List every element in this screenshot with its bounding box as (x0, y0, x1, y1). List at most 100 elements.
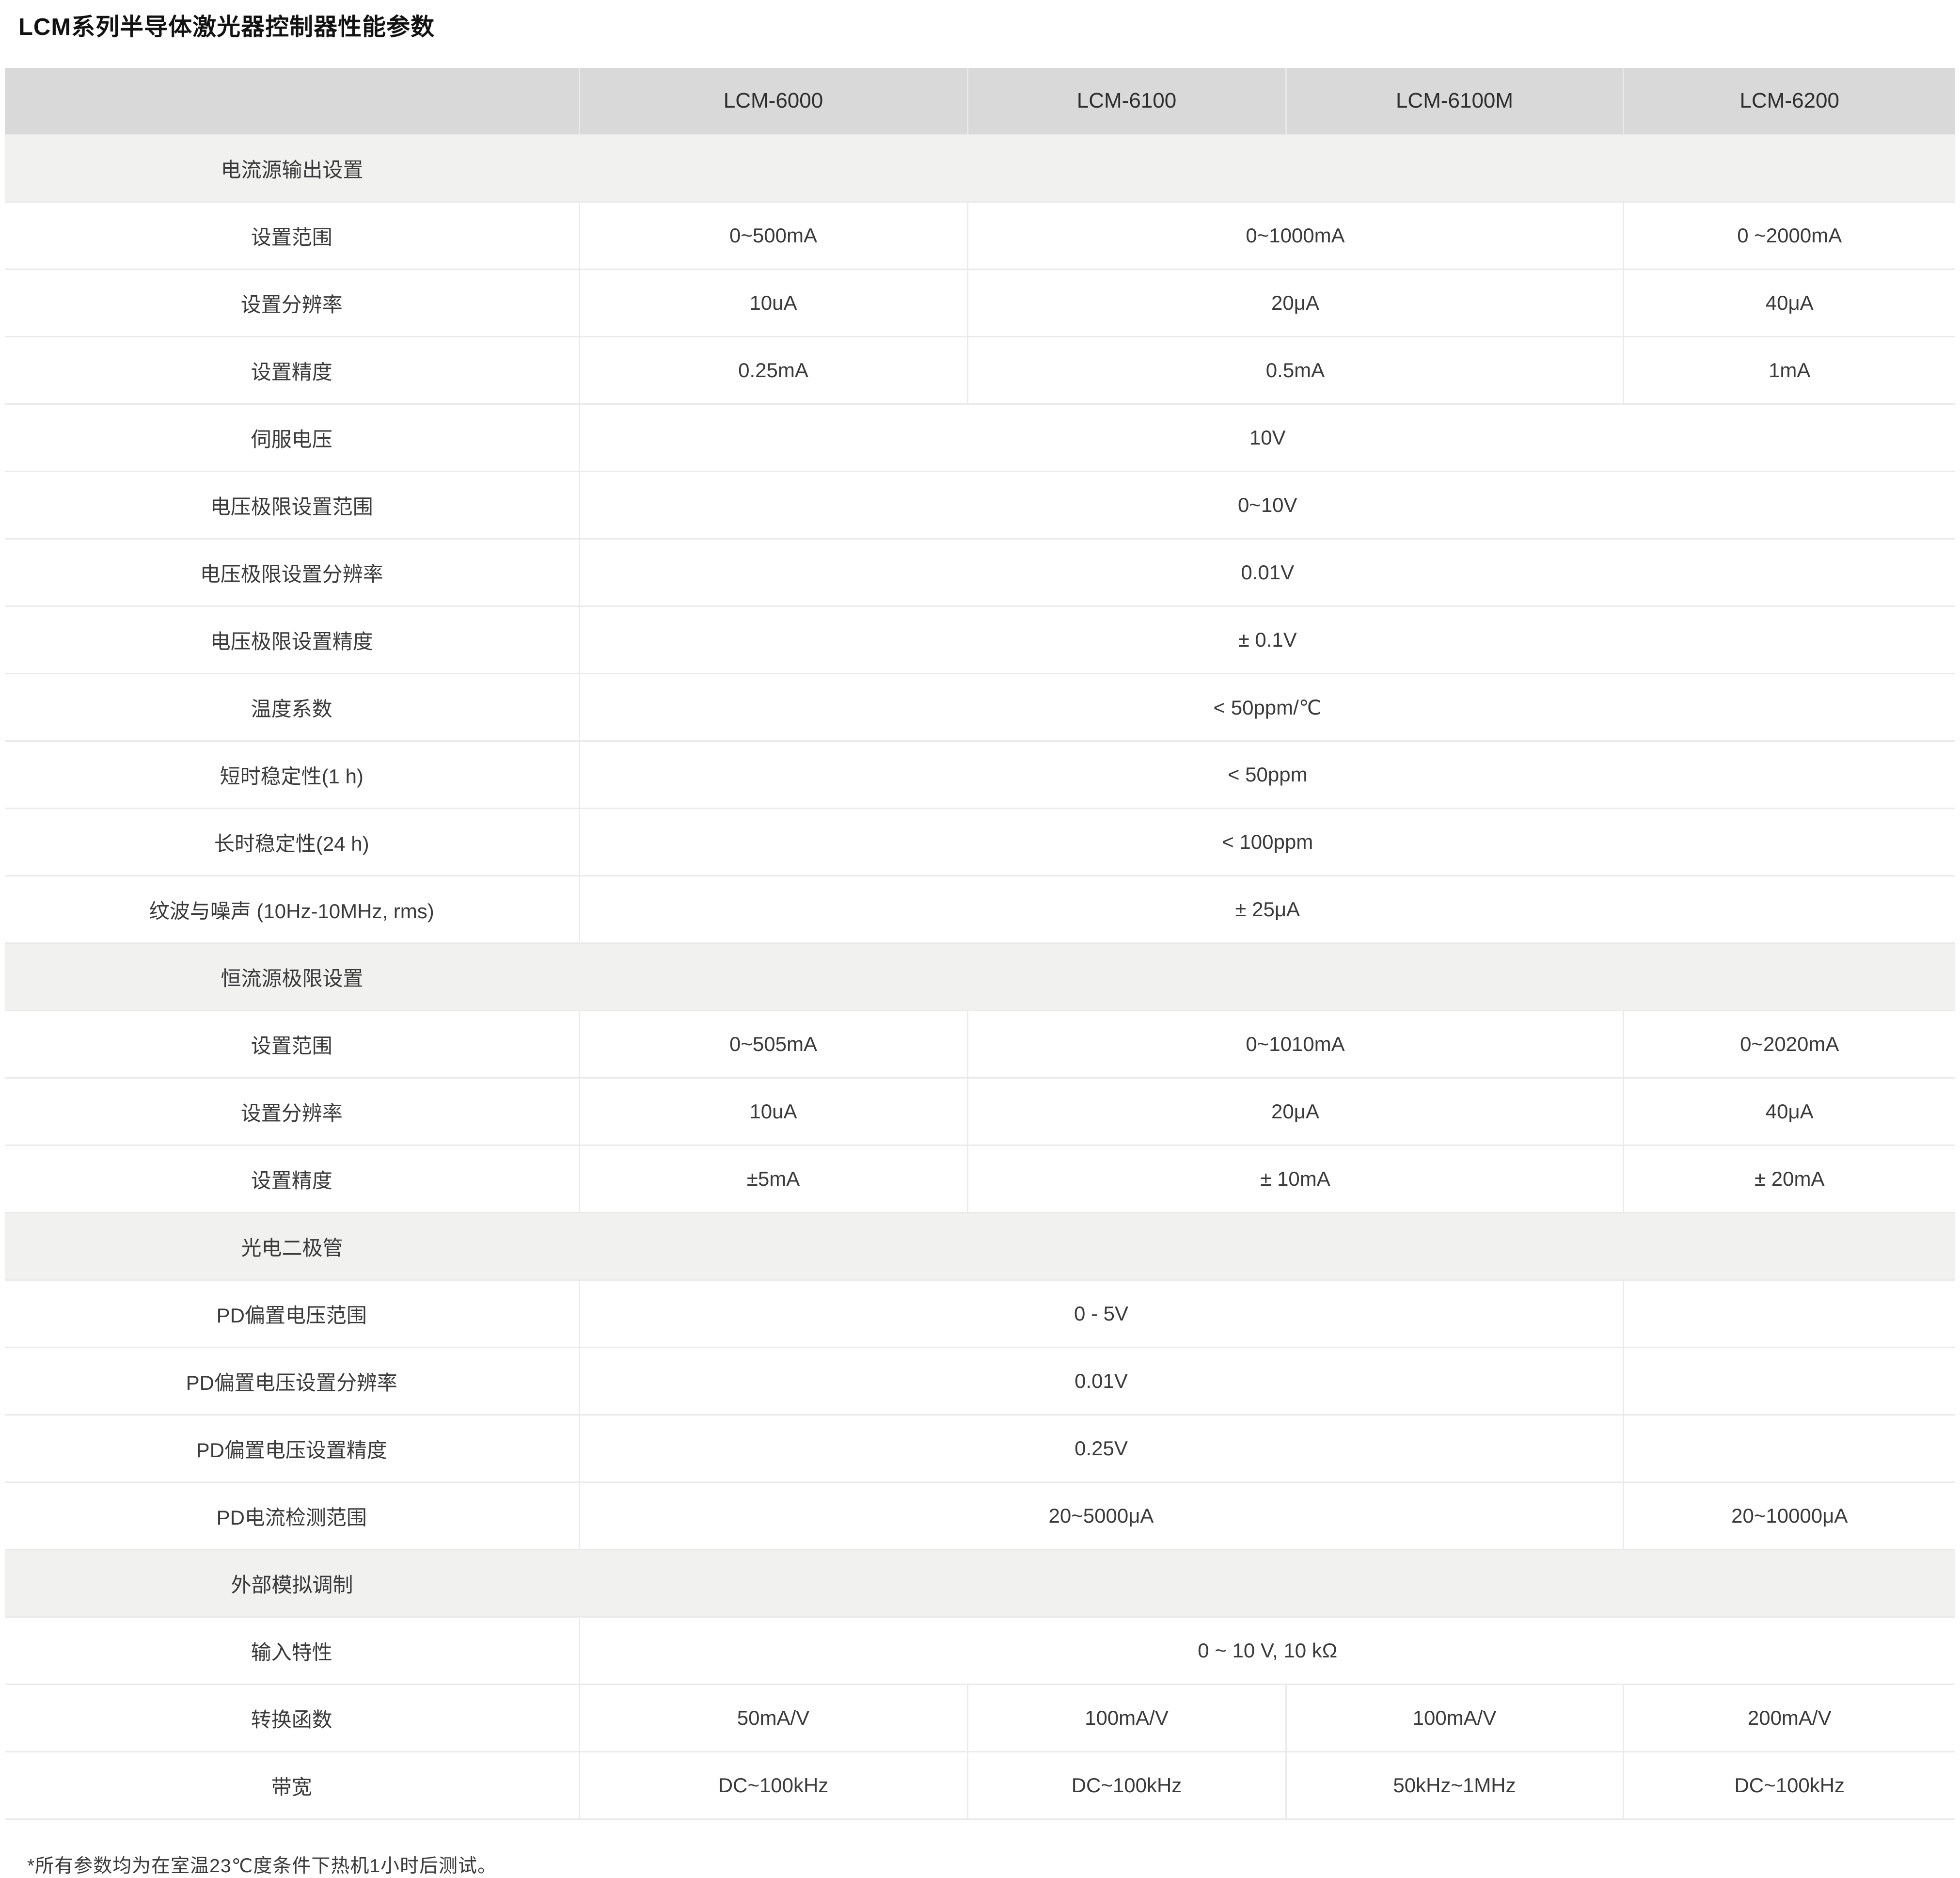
row-label: 电压极限设置分辨率 (5, 538, 579, 606)
section-row: 外部模拟调制 (5, 1549, 1955, 1617)
value-cell: 0~505mA (578, 1010, 967, 1078)
row-label: PD偏置电压设置分辨率 (5, 1347, 579, 1415)
value-cell: 20μA (966, 1077, 1623, 1146)
model-header-row: LCM-6000 LCM-6100 LCM-6100M LCM-6200 (5, 68, 1955, 135)
value-cell: 0.25V (578, 1414, 1623, 1482)
table-row: PD电流检测范围 20~5000μA 20~10000μA (5, 1481, 1955, 1550)
value-cell: ± 25μA (578, 875, 1955, 943)
value-cell: 20μA (966, 269, 1623, 337)
table-row: 设置精度 ±5mA ± 10mA ± 20mA (5, 1145, 1955, 1213)
table-row: 设置范围 0~500mA 0~1000mA 0 ~2000mA (5, 201, 1955, 270)
row-label: 转换函数 (5, 1684, 579, 1752)
row-label: 纹波与噪声 (10Hz-10MHz, rms) (5, 875, 579, 943)
row-label: 短时稳定性(1 h) (5, 740, 579, 809)
table-row: 转换函数 50mA/V 100mA/V 100mA/V 200mA/V (5, 1684, 1955, 1752)
section-label: 外部模拟调制 (231, 1573, 353, 1596)
value-cell: 0.01V (578, 1347, 1623, 1415)
table-row: 伺服电压 10V (5, 403, 1955, 472)
value-cell: ± 0.1V (578, 605, 1955, 674)
value-cell: 50mA/V (578, 1684, 967, 1752)
table-row: 长时稳定性(24 h) < 100ppm (5, 808, 1955, 876)
table-row: 温度系数 < 50ppm/℃ (5, 673, 1955, 741)
table-row: 设置分辨率 10uA 20μA 40μA (5, 1077, 1955, 1146)
value-cell: 100mA/V (966, 1684, 1286, 1752)
row-label: 输入特性 (5, 1616, 579, 1685)
table-row: 电压极限设置范围 0~10V (5, 471, 1955, 539)
table-row: 短时稳定性(1 h) < 50ppm (5, 740, 1955, 809)
section-header-cell: 外部模拟调制 (5, 1549, 1955, 1617)
column-header-parameter (5, 68, 579, 135)
row-label: 设置精度 (5, 1145, 579, 1213)
value-cell: 0 ~ 10 V, 10 kΩ (578, 1616, 1955, 1685)
row-label: 设置分辨率 (5, 269, 579, 337)
value-cell: 0~10V (578, 471, 1955, 539)
value-cell (1622, 1414, 1955, 1482)
row-label: 电压极限设置精度 (5, 605, 579, 674)
row-label: PD电流检测范围 (5, 1481, 579, 1550)
value-cell: 0 ~2000mA (1622, 201, 1955, 270)
value-cell: ± 10mA (966, 1145, 1623, 1213)
value-cell: 10uA (578, 1077, 967, 1146)
spec-table-body: 电流源输出设置 设置范围 0~500mA 0~1000mA 0 ~2000mA 设置分辨率… (5, 134, 1955, 1820)
value-cell (1622, 1347, 1955, 1415)
value-cell: ±5mA (578, 1145, 967, 1213)
value-cell: 0.01V (578, 538, 1955, 606)
value-cell: ± 20mA (1622, 1145, 1955, 1213)
value-cell: 0~2020mA (1622, 1010, 1955, 1078)
section-row: 电流源输出设置 (5, 134, 1955, 202)
row-label: 伺服电压 (5, 403, 579, 472)
section-label: 光电二极管 (241, 1236, 343, 1259)
value-cell: DC~100kHz (1622, 1751, 1955, 1820)
value-cell: 40μA (1622, 1077, 1955, 1146)
table-row: 电压极限设置分辨率 0.01V (5, 538, 1955, 606)
footnote: *所有参数均为在室温23℃度条件下热机1小时后测试。 (27, 1856, 497, 1877)
value-cell: 20~5000μA (578, 1481, 1623, 1550)
value-cell: < 50ppm/℃ (578, 673, 1955, 741)
value-cell: 100mA/V (1285, 1684, 1623, 1752)
row-label: 温度系数 (5, 673, 579, 741)
value-cell: < 100ppm (578, 808, 1955, 876)
value-cell: 1mA (1622, 336, 1955, 404)
value-cell: 40μA (1622, 269, 1955, 337)
row-label: 设置范围 (5, 201, 579, 270)
section-row: 光电二极管 (5, 1212, 1955, 1280)
table-row: 输入特性 0 ~ 10 V, 10 kΩ (5, 1616, 1955, 1685)
value-cell: 10uA (578, 269, 967, 337)
table-row: PD偏置电压设置精度 0.25V (5, 1414, 1955, 1482)
table-row: PD偏置电压范围 0 - 5V (5, 1279, 1955, 1348)
table-row: PD偏置电压设置分辨率 0.01V (5, 1347, 1955, 1415)
page-title: LCM系列半导体激光器控制器性能参数 (18, 14, 435, 40)
value-cell (1622, 1279, 1955, 1348)
spec-table: LCM-6000 LCM-6100 LCM-6100M LCM-6200 电流源输出设… (5, 68, 1955, 1820)
value-cell: 50kHz~1MHz (1285, 1751, 1623, 1820)
table-row: 设置范围 0~505mA 0~1010mA 0~2020mA (5, 1010, 1955, 1078)
column-header-lcm-6100m: LCM-6100M (1285, 68, 1623, 135)
row-label: 带宽 (5, 1751, 579, 1820)
row-label: PD偏置电压设置精度 (5, 1414, 579, 1482)
section-header-cell: 电流源输出设置 (5, 134, 1955, 202)
value-cell: 0~500mA (578, 201, 967, 270)
value-cell: 10V (578, 403, 1955, 472)
value-cell: < 50ppm (578, 740, 1955, 809)
row-label: 设置分辨率 (5, 1077, 579, 1146)
column-header-lcm-6000: LCM-6000 (578, 68, 967, 135)
row-label: 长时稳定性(24 h) (5, 808, 579, 876)
spec-table-header: LCM-6000 LCM-6100 LCM-6100M LCM-6200 (5, 68, 1955, 135)
value-cell: 20~10000μA (1622, 1481, 1955, 1550)
table-row: 纹波与噪声 (10Hz-10MHz, rms) ± 25μA (5, 875, 1955, 943)
row-label: PD偏置电压范围 (5, 1279, 579, 1348)
table-row: 设置精度 0.25mA 0.5mA 1mA (5, 336, 1955, 404)
row-label: 设置范围 (5, 1010, 579, 1078)
value-cell: DC~100kHz (578, 1751, 967, 1820)
section-row: 恒流源极限设置 (5, 942, 1955, 1011)
value-cell: 200mA/V (1622, 1684, 1955, 1752)
row-label: 电压极限设置范围 (5, 471, 579, 539)
column-header-lcm-6100: LCM-6100 (966, 68, 1286, 135)
section-header-cell: 恒流源极限设置 (5, 942, 1955, 1011)
table-row: 电压极限设置精度 ± 0.1V (5, 605, 1955, 674)
section-label: 恒流源极限设置 (221, 967, 364, 990)
value-cell: 0 - 5V (578, 1279, 1623, 1348)
value-cell: 0~1000mA (966, 201, 1623, 270)
value-cell: 0.25mA (578, 336, 967, 404)
